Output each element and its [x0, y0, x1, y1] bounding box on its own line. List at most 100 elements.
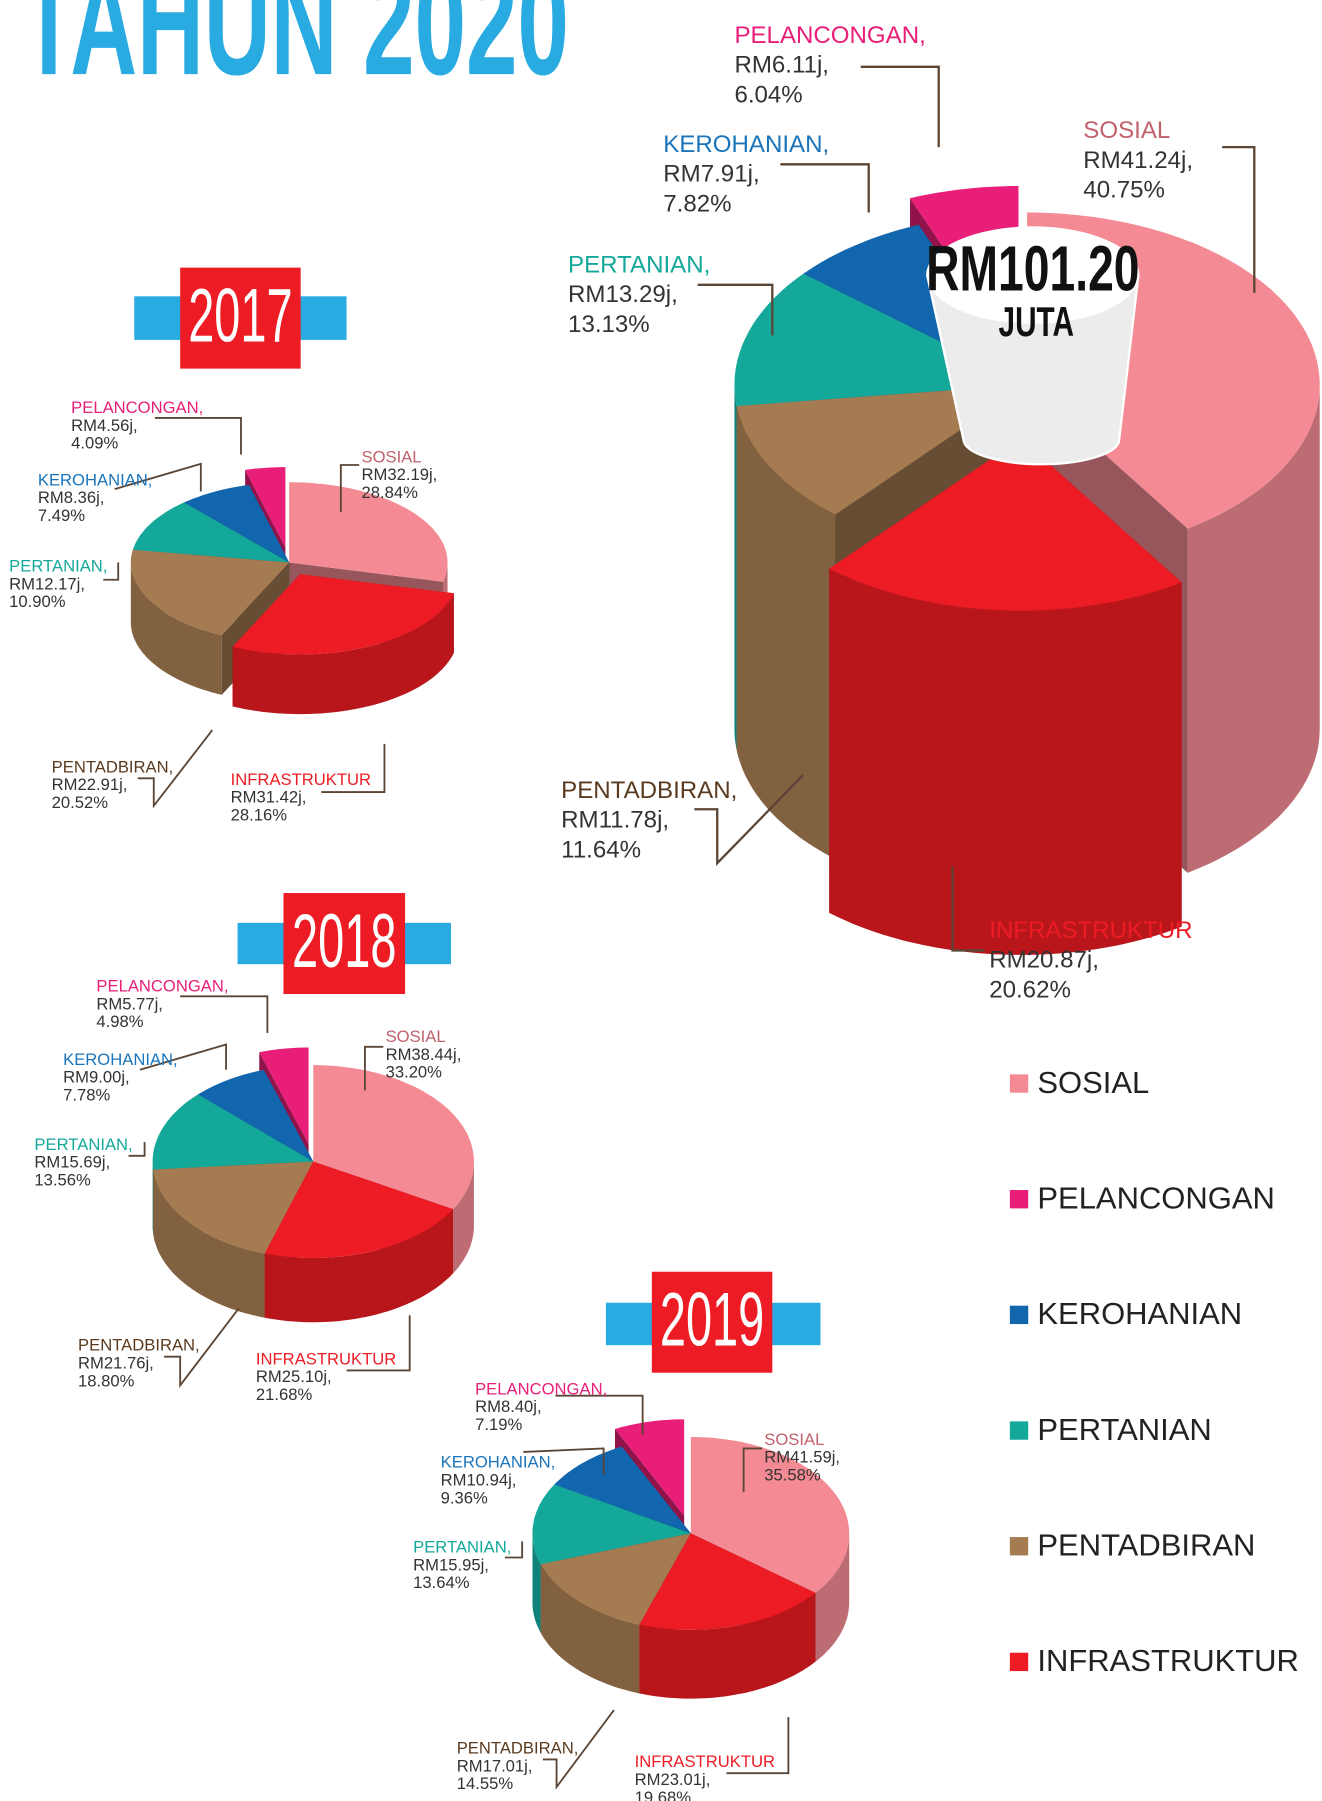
amount-label: RM20.87j, — [989, 947, 1099, 974]
slice — [152, 1094, 314, 1170]
value-label: 28.84% — [361, 483, 418, 502]
amount-label: RM13.29j, — [568, 281, 678, 308]
slice-side — [532, 1533, 541, 1634]
slice-label: PELANCONGAN, — [475, 1379, 607, 1398]
value-label: 6.04% — [734, 81, 802, 108]
slice — [540, 1533, 691, 1625]
leader-line — [555, 1394, 644, 1435]
amount-label: RM21.76j, — [78, 1353, 154, 1372]
slice-side — [736, 406, 836, 859]
slice — [554, 1446, 691, 1534]
year-badge — [651, 1271, 773, 1373]
slice-side — [264, 1209, 454, 1323]
slice-side — [153, 1169, 265, 1318]
slice-label: INFRASTRUKTUR — [989, 917, 1192, 944]
legend-swatch — [1009, 1421, 1029, 1440]
slice-label: PENTADBIRAN, — [561, 777, 737, 804]
leader-line — [780, 163, 870, 213]
slice-label: PELANCONGAN, — [71, 398, 203, 417]
amount-label: RM38.44j, — [386, 1045, 462, 1064]
value-label: 18.80% — [78, 1371, 135, 1390]
value-label: 13.56% — [34, 1170, 91, 1189]
amount-label: RM25.10j, — [256, 1367, 332, 1386]
value-label: 11.64% — [561, 837, 641, 864]
slice-label: PERTANIAN, — [34, 1135, 132, 1154]
value-label: 20.52% — [52, 793, 109, 812]
slice-label: PELANCONGAN, — [734, 22, 925, 49]
slice-label: PERTANIAN, — [9, 556, 107, 575]
year-badge — [283, 893, 406, 995]
value-label: 35.58% — [764, 1465, 821, 1484]
leader-line — [523, 1447, 605, 1475]
slice-label: PELANCONGAN, — [96, 977, 228, 996]
value-label: 7.49% — [38, 506, 85, 525]
value-label: 7.19% — [475, 1415, 522, 1434]
slice-label: INFRASTRUKTUR — [635, 1752, 775, 1771]
slice-label: SOSIAL — [1083, 117, 1170, 144]
amount-label: RM9.00j, — [63, 1068, 130, 1087]
slice-label: KEROHANIAN, — [38, 470, 153, 489]
slice-side — [734, 384, 737, 751]
legend-label: KEROHANIAN — [1037, 1296, 1242, 1331]
slice — [132, 502, 290, 563]
legend-label: PELANCONGAN — [1037, 1181, 1274, 1216]
leader-line — [726, 1716, 790, 1775]
slice-label: SOSIAL — [764, 1430, 824, 1449]
amount-label: RM17.01j, — [457, 1756, 533, 1775]
slice-label: INFRASTRUKTUR — [256, 1349, 396, 1368]
leader-line — [180, 995, 269, 1034]
slice-label: PENTADBIRAN, — [457, 1738, 579, 1757]
value-label: 7.82% — [663, 190, 731, 217]
value-label: 28.16% — [231, 806, 288, 825]
leader-line — [860, 65, 940, 148]
leader-line — [346, 1315, 411, 1372]
slice-label: PENTADBIRAN, — [52, 757, 174, 776]
amount-label: RM15.69j, — [34, 1153, 110, 1172]
legend-label: SOSIAL — [1037, 1065, 1149, 1100]
slice-side — [152, 1161, 154, 1234]
legend-swatch — [1009, 1074, 1029, 1093]
legend-swatch — [1009, 1537, 1029, 1556]
slice-label: KEROHANIAN, — [63, 1050, 178, 1069]
slice-side — [829, 568, 1182, 955]
slice — [532, 1484, 691, 1565]
slice — [690, 1436, 850, 1593]
leader-line — [114, 462, 202, 492]
slice — [259, 1047, 309, 1144]
leader-line — [697, 283, 774, 336]
amount-label: RM6.11j, — [734, 52, 829, 79]
chart-title: TAHUN 2020 — [21, 0, 569, 107]
year-badge — [180, 267, 301, 369]
leader-line — [164, 1307, 240, 1389]
value-label: 4.98% — [96, 1012, 143, 1031]
amount-label: RM32.19j, — [361, 465, 437, 484]
value-label: 40.75% — [1083, 177, 1165, 204]
slice-side — [232, 593, 454, 715]
leader-line — [321, 743, 386, 793]
leader-line — [139, 1043, 227, 1071]
legend-swatch — [1009, 1190, 1029, 1209]
amount-label: RM4.56j, — [71, 416, 138, 435]
value-label: 4.09% — [71, 434, 118, 453]
slice — [183, 484, 290, 563]
slice — [232, 574, 454, 655]
legend-swatch — [1009, 1652, 1029, 1672]
slice-label: SOSIAL — [386, 1027, 446, 1046]
slice-label: INFRASTRUKTUR — [231, 770, 371, 789]
slice — [153, 1161, 314, 1254]
slice-label: SOSIAL — [361, 447, 421, 466]
slice-label: KEROHANIAN, — [441, 1453, 556, 1472]
slice-side — [639, 1592, 816, 1699]
slice — [313, 1065, 474, 1210]
value-label: 10.90% — [9, 592, 66, 611]
value-label: 9.36% — [441, 1488, 488, 1507]
amount-label: RM31.42j, — [231, 788, 307, 807]
center-hub-top — [927, 227, 1139, 324]
slice — [639, 1533, 816, 1630]
amount-label: RM23.01j, — [635, 1770, 711, 1789]
amount-label: RM8.40j, — [475, 1397, 542, 1416]
